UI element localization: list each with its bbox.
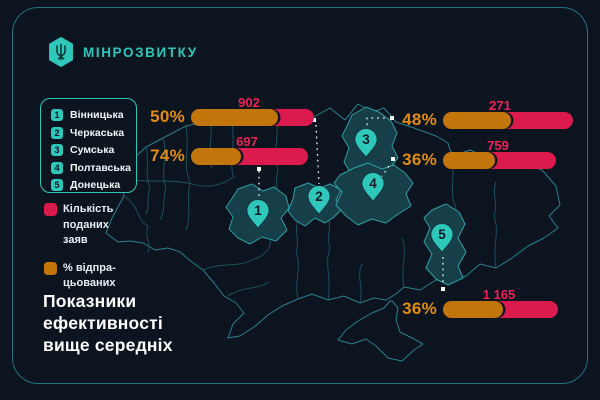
pin-number: 2 bbox=[315, 189, 323, 204]
bar-fill-processed bbox=[443, 111, 511, 129]
key-processed: % відпра- цьованих bbox=[44, 261, 116, 292]
value-label: 759 bbox=[487, 137, 509, 153]
legend-row: 4 Полтавська bbox=[51, 160, 136, 176]
bar-fill-processed bbox=[443, 151, 495, 169]
map-pins: 1 2 3 4 5 bbox=[246, 128, 454, 253]
region-name: Сумська bbox=[70, 144, 115, 156]
brand-logo: МІНРОЗВИТКУ bbox=[48, 37, 198, 67]
legend-row: 1 Вінницька bbox=[51, 107, 136, 123]
region-number-badge: 5 bbox=[51, 179, 63, 191]
pin-number: 1 bbox=[254, 203, 262, 218]
percent-label: 74% bbox=[150, 146, 185, 165]
percent-label: 36% bbox=[402, 299, 437, 318]
orange-swatch-icon bbox=[44, 261, 57, 275]
bar-track: 759 bbox=[443, 138, 556, 169]
pin-number: 5 bbox=[438, 227, 446, 242]
percent-label: 36% bbox=[402, 150, 437, 169]
region-legend: 1 Вінницька 2 Черкаська 3 Сумська 4 Полт… bbox=[40, 98, 137, 193]
trident-hexagon-icon bbox=[49, 37, 73, 67]
headline-line: ефективності bbox=[43, 313, 163, 333]
legend-row: 2 Черкаська bbox=[51, 125, 136, 141]
key-applications: Кількість поданих заяв bbox=[44, 202, 116, 249]
region-number-badge: 2 bbox=[51, 126, 63, 139]
bar-track: 1 165 bbox=[443, 287, 558, 318]
headline: Показники ефективності вище середніх bbox=[43, 290, 173, 356]
brand-name: МІНРОЗВИТКУ bbox=[83, 44, 198, 60]
map-pin-3: 3 bbox=[354, 128, 378, 158]
color-key: Кількість поданих заяв % відпра- цьовани… bbox=[44, 202, 116, 304]
key-processed-label: % відпра- цьованих bbox=[63, 261, 116, 290]
value-label: 902 bbox=[238, 94, 260, 110]
stat-bar-poltavska: 36% 759 bbox=[385, 138, 556, 169]
bar-fill-processed bbox=[443, 300, 503, 318]
pink-swatch-icon bbox=[44, 203, 57, 216]
region-number-badge: 4 bbox=[51, 161, 63, 174]
region-name: Черкаська bbox=[70, 126, 125, 139]
region-number-badge: 3 bbox=[51, 144, 63, 156]
stat-bar-cherkaska: 50% 902 bbox=[133, 95, 314, 126]
stat-bar-donetska: 36% 1 165 bbox=[385, 287, 558, 318]
bar-track: 271 bbox=[443, 98, 573, 129]
value-label: 697 bbox=[236, 133, 258, 149]
stat-bar-vinnytska: 74% 697 bbox=[133, 134, 308, 165]
headline-line: вище середніх bbox=[43, 335, 173, 355]
leader-lines bbox=[257, 116, 445, 291]
map-pin-4: 4 bbox=[361, 172, 385, 202]
map-pin-5: 5 bbox=[430, 223, 454, 253]
region-number-badge: 1 bbox=[51, 109, 63, 121]
region-name: Донецька bbox=[70, 179, 121, 191]
map-pin-1: 1 bbox=[246, 199, 270, 229]
stat-bar-sumska: 48% 271 bbox=[385, 98, 573, 129]
key-applications-label: Кількість поданих заяв bbox=[63, 203, 114, 246]
legend-row: 3 Сумська bbox=[51, 142, 136, 158]
pin-number: 4 bbox=[369, 176, 377, 191]
percent-label: 48% bbox=[402, 110, 437, 129]
bar-fill-processed bbox=[191, 147, 241, 165]
region-name: Вінницька bbox=[70, 109, 124, 121]
value-label: 1 165 bbox=[482, 286, 516, 302]
bar-fill-processed bbox=[191, 108, 278, 126]
bar-track: 697 bbox=[191, 134, 308, 165]
map-pin-2: 2 bbox=[307, 185, 331, 215]
percent-label: 50% bbox=[150, 107, 185, 126]
crimea-outline bbox=[337, 300, 424, 362]
legend-row: 5 Донецька bbox=[51, 177, 136, 193]
oblast-borders bbox=[119, 116, 497, 304]
pin-number: 3 bbox=[362, 132, 370, 147]
headline-line: Показники bbox=[43, 291, 137, 311]
bar-track: 902 bbox=[191, 95, 314, 126]
value-label: 271 bbox=[489, 97, 511, 113]
region-name: Полтавська bbox=[70, 161, 131, 174]
